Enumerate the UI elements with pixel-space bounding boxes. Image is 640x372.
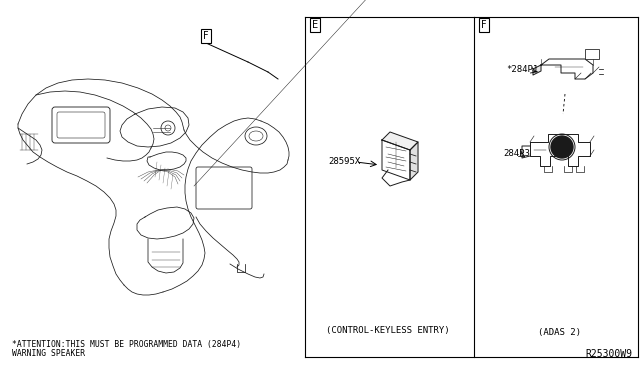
Text: R25300W9: R25300W9 — [585, 349, 632, 359]
Text: (CONTROL-KEYLESS ENTRY): (CONTROL-KEYLESS ENTRY) — [326, 326, 450, 334]
Text: *ATTENTION:THIS MUST BE PROGRAMMED DATA (284P4): *ATTENTION:THIS MUST BE PROGRAMMED DATA … — [12, 340, 241, 349]
Text: F: F — [481, 20, 487, 30]
Text: F: F — [203, 31, 209, 41]
Text: WARNING SPEAKER: WARNING SPEAKER — [12, 350, 85, 359]
Bar — [585, 49, 599, 59]
Polygon shape — [382, 132, 418, 150]
Polygon shape — [533, 65, 541, 75]
Text: *284P1: *284P1 — [506, 64, 538, 74]
Polygon shape — [410, 142, 418, 180]
Polygon shape — [530, 134, 590, 166]
Text: E: E — [312, 20, 318, 30]
Text: 28595X: 28595X — [328, 157, 360, 167]
Polygon shape — [541, 59, 593, 79]
Text: 284P3: 284P3 — [503, 150, 530, 158]
Circle shape — [551, 136, 573, 158]
Text: (ADAS 2): (ADAS 2) — [538, 327, 580, 337]
Polygon shape — [382, 140, 410, 180]
